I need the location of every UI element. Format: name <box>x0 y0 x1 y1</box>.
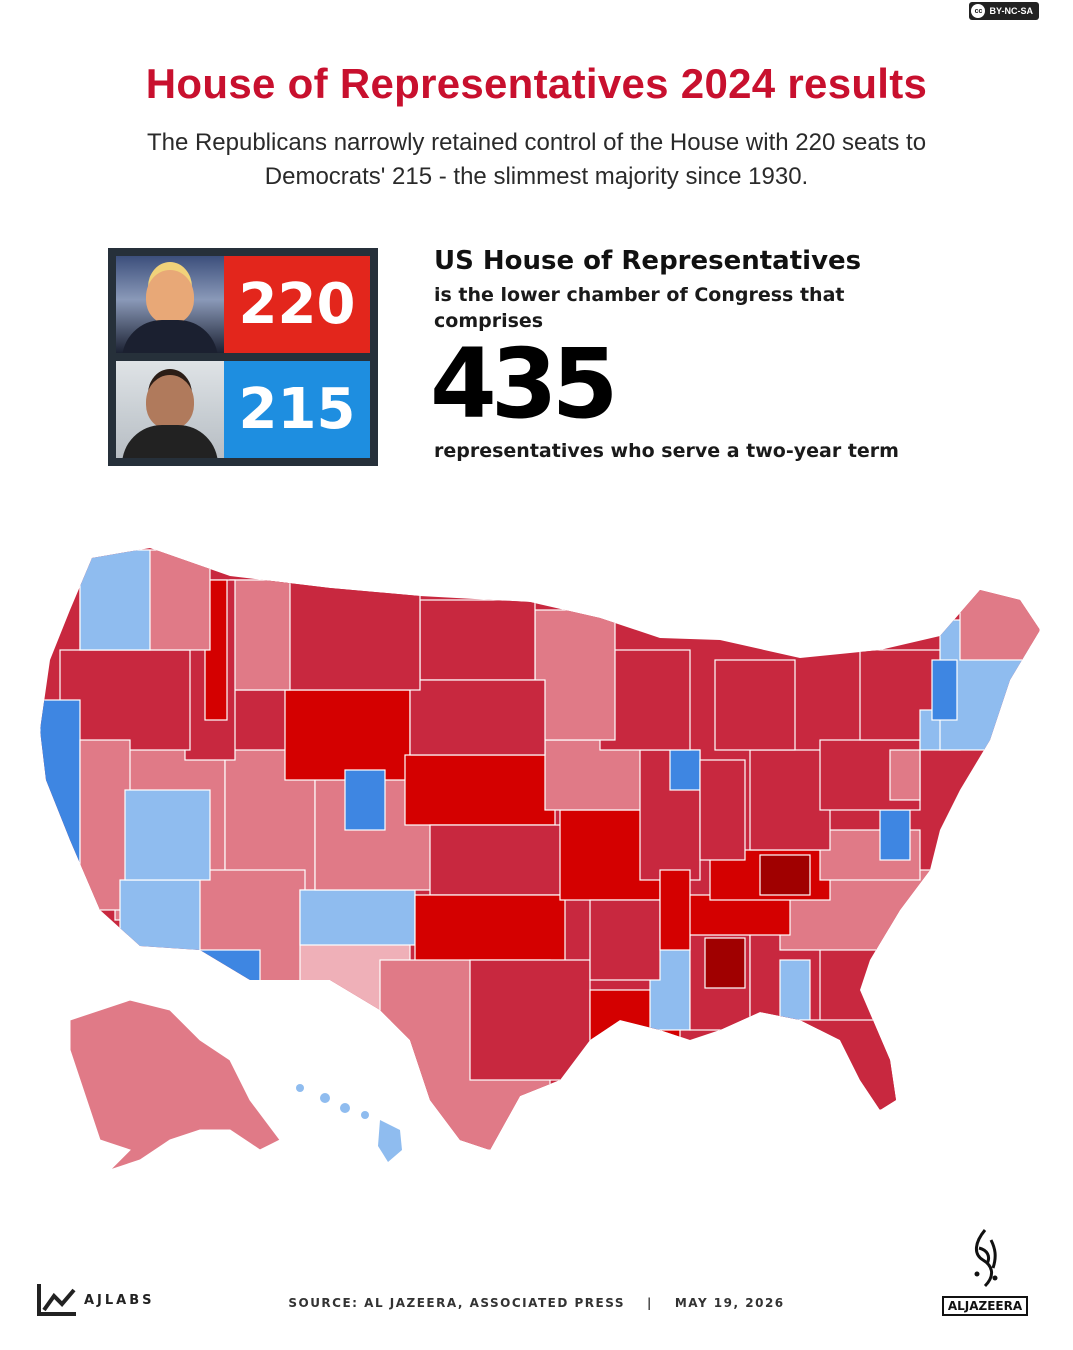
region-oklahoma <box>414 894 566 966</box>
ajlabs-logo: AJLABS <box>36 1282 155 1318</box>
region-mississippi-river <box>659 869 691 951</box>
region-wyoming <box>284 689 411 781</box>
page-subtitle: The Republicans narrowly retained contro… <box>90 126 983 194</box>
page-title: House of Representatives 2024 results <box>145 60 928 107</box>
hawaii <box>296 1084 402 1162</box>
republican-row: 220 <box>116 256 370 353</box>
house-info: US House of Representatives is the lower… <box>430 246 899 464</box>
democrat-row: 215 <box>116 361 370 458</box>
region-kansas <box>429 824 571 896</box>
region-washington-west <box>79 549 151 651</box>
total-seats-number: 435 <box>430 328 618 440</box>
region-montana-west <box>229 579 291 691</box>
region-california-south <box>119 879 201 961</box>
license-label: BY-NC-SA <box>989 6 1033 16</box>
region-north-dakota <box>419 599 536 681</box>
region-texas-east <box>469 959 591 1081</box>
republican-seats: 220 <box>224 256 370 353</box>
seat-scoreboard: 220 215 <box>108 248 378 466</box>
ajlabs-chart-icon <box>37 1284 76 1316</box>
subtitle-line-1: The Republicans narrowly retained contro… <box>146 129 927 156</box>
us-district-map <box>40 548 1040 1171</box>
aljazeera-logo: ALJAZEERA <box>937 1228 1033 1316</box>
subtitle-line-2: Democrats' 215 - the slimmest majority s… <box>264 163 809 190</box>
info-heading: US House of Representatives <box>434 246 862 276</box>
info-line-1: is the lower chamber of Congress that <box>434 284 845 306</box>
region-california-coast <box>40 699 81 901</box>
republican-leader-photo <box>116 256 224 353</box>
aljazeera-calligraphy-icon <box>974 1229 998 1288</box>
region-nebraska <box>404 754 556 826</box>
region-south-dakota <box>409 679 546 756</box>
source-text: SOURCE: AL JAZEERA, ASSOCIATED PRESS <box>288 1296 625 1310</box>
region-virginia-north <box>879 809 911 861</box>
region-minnesota <box>534 609 616 741</box>
region-new-mexico-north <box>299 889 416 946</box>
region-arizona-south <box>199 949 261 991</box>
region-georgia-south <box>779 959 811 1021</box>
cc-icon: cc <box>971 4 986 18</box>
democrat-seats: 215 <box>224 361 370 458</box>
info-line-2: comprises <box>434 310 544 332</box>
democrat-leader-photo <box>116 361 224 458</box>
region-pennsylvania-east <box>889 749 921 801</box>
region-nevada-south <box>124 789 211 881</box>
region-alabama-north <box>704 937 746 989</box>
source-separator: | <box>646 1296 653 1310</box>
alaska <box>69 999 281 1171</box>
source-date: MAY 19, 2026 <box>674 1296 785 1310</box>
license-badge: cc BY-NC-SA <box>969 2 1039 20</box>
region-michigan <box>714 659 796 751</box>
aljazeera-wordmark: ALJAZEERA <box>941 1296 1029 1316</box>
region-indiana <box>699 759 746 861</box>
region-kentucky-east <box>759 854 811 896</box>
source-line: SOURCE: AL JAZEERA, ASSOCIATED PRESS | MAY… <box>0 1296 1073 1310</box>
region-vermont <box>931 659 958 721</box>
region-illinois-chicago <box>669 749 701 791</box>
region-maine <box>959 579 1040 661</box>
region-utah-salt-lake <box>344 769 386 831</box>
region-florida <box>799 1019 901 1111</box>
info-line-3: representatives who serve a two-year ter… <box>434 440 899 462</box>
region-arkansas <box>589 899 661 981</box>
region-ohio <box>749 749 831 851</box>
ajlabs-brand: AJLABS <box>84 1292 155 1308</box>
